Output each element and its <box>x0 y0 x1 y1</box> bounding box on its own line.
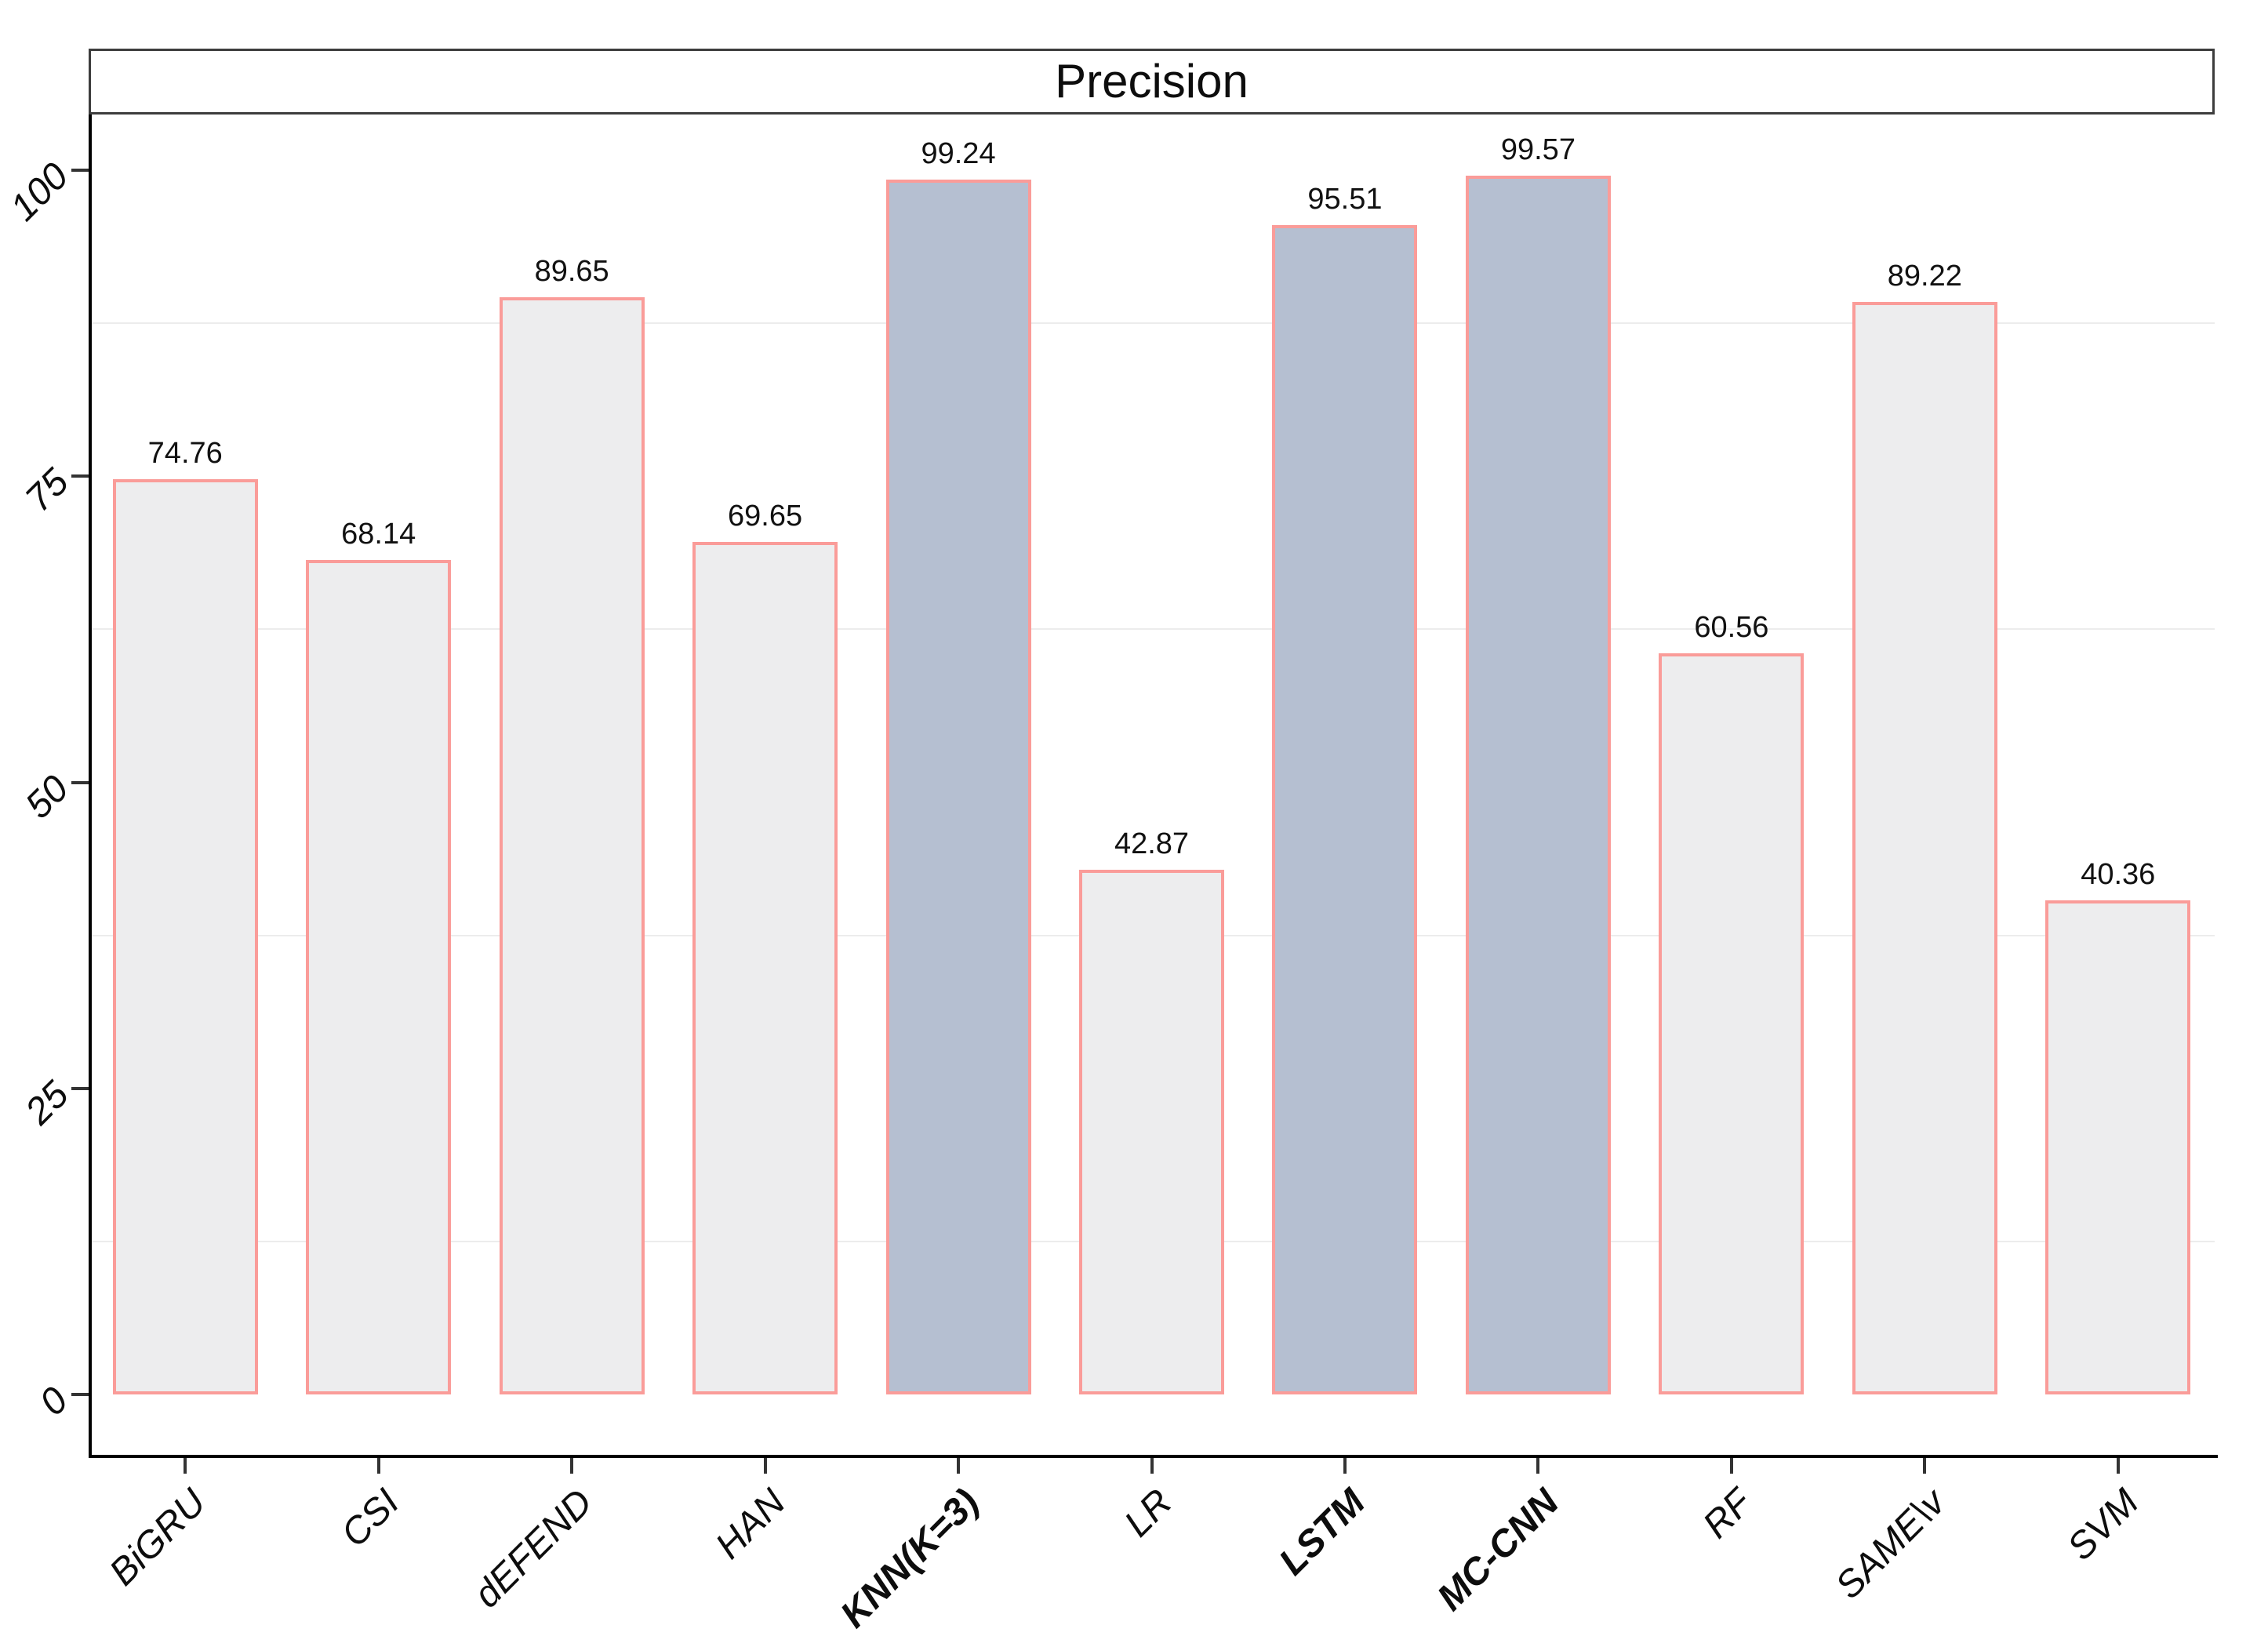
y-tick-label: 0 <box>32 1379 77 1424</box>
x-tick-label: KNN(K=3) <box>832 1481 987 1636</box>
bar-value-label: 40.36 <box>2081 857 2156 891</box>
minor-gridline <box>89 322 2215 325</box>
bar-value-label: 99.57 <box>1500 133 1576 166</box>
bar-BiGRU <box>112 479 258 1394</box>
bar-LR <box>1079 869 1224 1394</box>
y-tick-label: 25 <box>17 1073 77 1132</box>
bar-value-label: 99.24 <box>921 136 996 170</box>
chart-title-strip: Precision <box>89 49 2215 115</box>
x-tick-label: SVM <box>2059 1481 2147 1569</box>
bar-RF <box>1659 653 1805 1394</box>
y-tick <box>71 1086 89 1090</box>
bar-CSI <box>306 560 452 1394</box>
bar-value-label: 42.87 <box>1114 827 1190 860</box>
x-tick <box>570 1458 574 1474</box>
minor-gridline <box>89 628 2215 631</box>
x-tick-label: CSI <box>333 1481 408 1555</box>
bar-dEFEND <box>499 296 645 1394</box>
x-tick <box>376 1458 380 1474</box>
x-tick <box>1536 1458 1540 1474</box>
bar-LSTM <box>1272 225 1418 1394</box>
y-tick-label: 75 <box>17 461 77 521</box>
y-axis-line <box>89 115 92 1458</box>
x-tick-label: MC-CNN <box>1429 1481 1567 1620</box>
plot-panel: 74.76 68.14 89.65 69.65 99.24 42.87 95.51 99.57… <box>89 115 2215 1455</box>
x-tick <box>184 1458 187 1474</box>
x-tick-label: dEFEND <box>466 1481 601 1616</box>
x-tick <box>1729 1458 1733 1474</box>
y-tick <box>71 474 89 478</box>
x-tick <box>1923 1458 1927 1474</box>
x-tick <box>2116 1458 2120 1474</box>
bar-value-label: 68.14 <box>341 518 416 551</box>
y-tick <box>71 780 89 784</box>
x-tick-label: SAME\v <box>1827 1481 1954 1607</box>
x-tick-label: RF <box>1695 1481 1761 1547</box>
chart-title: Precision <box>1055 55 1248 107</box>
bar-SVM <box>2045 900 2191 1394</box>
bar-value-label: 89.65 <box>534 254 609 288</box>
x-tick <box>1343 1458 1347 1474</box>
x-tick-label: LSTM <box>1271 1481 1374 1583</box>
y-tick <box>71 169 89 172</box>
x-axis-line <box>89 1455 2218 1458</box>
x-tick <box>957 1458 961 1474</box>
y-tick-label: 100 <box>2 155 77 230</box>
x-tick <box>763 1458 767 1474</box>
y-tick <box>71 1393 89 1396</box>
x-tick-label: HAN <box>707 1481 794 1568</box>
bar-value-label: 69.65 <box>728 499 803 533</box>
x-tick-label: BiGRU <box>101 1481 214 1594</box>
x-tick <box>1150 1458 1154 1474</box>
bar-HAN <box>692 541 838 1394</box>
x-tick-label: LR <box>1117 1481 1180 1545</box>
bar-value-label: 89.22 <box>1887 260 1962 293</box>
y-tick-label: 50 <box>17 767 77 827</box>
bar-value-label: 60.56 <box>1694 610 1769 644</box>
bar-MC-CNN <box>1465 175 1611 1394</box>
bar-value-label: 74.76 <box>147 437 223 470</box>
bar-value-label: 95.51 <box>1307 183 1383 216</box>
bar-KNN(K=3) <box>885 179 1031 1394</box>
bar-SAME\v <box>1852 302 1997 1394</box>
